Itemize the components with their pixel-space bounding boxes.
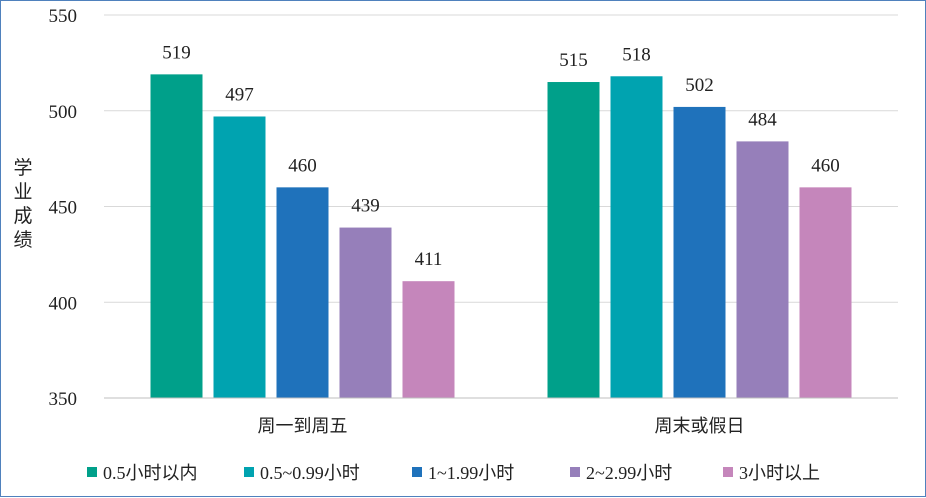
y-tick-label: 550 [49,6,78,27]
legend-label: 2~2.99小时 [586,463,672,483]
bar [799,187,852,398]
category-label: 周一到周五 [258,416,348,437]
data-label: 460 [288,155,317,176]
bar [736,141,789,398]
legend-swatch [244,467,254,477]
y-tick-label: 450 [49,198,78,219]
data-labels: 519 497 460 439 411 515 518 502 484 460 [162,42,840,270]
legend: 0.5小时以内 0.5~0.99小时 1~1.99小时 2~2.99小时 3小时以上 [87,463,820,483]
bar [150,74,203,399]
data-label: 497 [225,84,254,105]
data-label: 460 [811,155,840,176]
y-tick-label: 500 [49,102,78,123]
legend-swatch [723,467,733,477]
bar [276,187,329,398]
bar [673,106,726,399]
legend-swatch [570,467,580,477]
y-axis-label: 学业成绩 [13,157,32,251]
data-label: 519 [162,42,191,63]
data-label: 502 [685,75,714,96]
legend-swatch [87,467,97,477]
bar [213,116,266,399]
bar [339,227,392,398]
bars [150,74,852,399]
bar [402,281,455,398]
y-tick-label: 350 [49,389,78,410]
data-label: 518 [622,44,651,65]
legend-swatch [412,467,422,477]
legend-label: 3小时以上 [739,463,820,483]
legend-label: 1~1.99小时 [428,463,514,483]
y-tick-labels: 350 400 450 500 550 [49,6,78,410]
data-label: 515 [559,50,588,71]
data-label: 484 [748,109,777,130]
bar [610,76,663,398]
category-labels: 周一到周五 周末或假日 [258,416,745,437]
bar [547,82,600,399]
data-label: 439 [351,196,380,217]
legend-label: 0.5小时以内 [103,463,198,483]
category-label: 周末或假日 [655,416,745,437]
y-tick-label: 400 [49,293,78,314]
data-label: 411 [415,249,443,270]
legend-label: 0.5~0.99小时 [260,463,360,483]
